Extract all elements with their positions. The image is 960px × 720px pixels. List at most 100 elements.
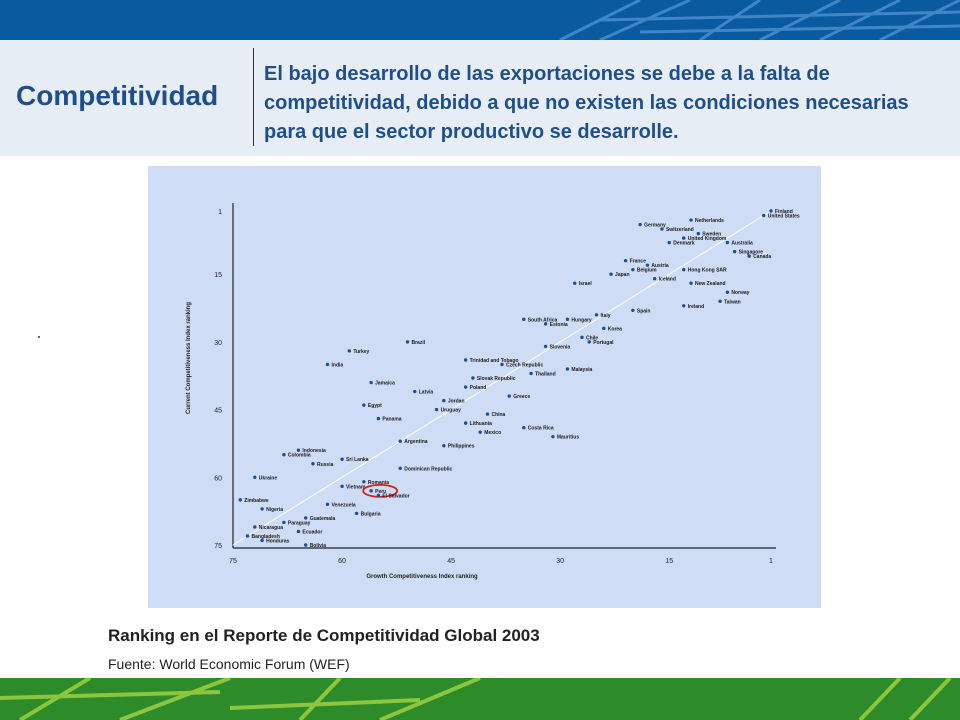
x-tick-label: 60 <box>338 558 346 565</box>
data-label: Philippines <box>448 444 475 450</box>
data-point <box>682 236 686 240</box>
data-point <box>471 376 475 380</box>
data-label: Mauritius <box>557 435 579 441</box>
data-point <box>304 516 308 520</box>
data-point <box>296 448 301 452</box>
data-label: Bolivia <box>310 543 327 549</box>
y-tick-label: 75 <box>214 543 222 550</box>
data-point <box>500 362 504 367</box>
data-label: Canada <box>753 254 771 260</box>
data-label: Panama <box>382 417 401 423</box>
data-label: Chile <box>586 335 598 341</box>
data-label: Malaysia <box>571 367 592 373</box>
data-point <box>696 231 700 236</box>
data-point <box>565 367 570 371</box>
scatter-chart: 75 60 45 30 15 1 1 15 30 45 60 75 Growth Competitive… <box>186 203 800 580</box>
data-point <box>682 304 686 308</box>
data-point <box>602 326 606 331</box>
data-point <box>347 349 352 353</box>
data-point <box>413 389 417 394</box>
data-point <box>689 218 693 222</box>
data-label: Italy <box>601 313 611 319</box>
data-label: Slovenia <box>550 344 571 350</box>
data-point <box>260 538 264 543</box>
data-point <box>463 385 468 389</box>
data-label: Japan <box>615 272 629 278</box>
data-point <box>398 466 402 470</box>
data-point <box>260 507 264 511</box>
chart-caption: Ranking en el Reporte de Competitividad … <box>108 626 540 645</box>
data-label: Greece <box>513 394 530 400</box>
data-label: Hong Kong SAR <box>688 268 727 274</box>
data-point <box>442 398 446 403</box>
data-point <box>463 421 468 425</box>
data-point <box>507 394 511 398</box>
data-point <box>354 511 359 516</box>
data-label: Austria <box>651 263 668 269</box>
data-label: Uruguay <box>441 408 462 414</box>
y-tick-label: 45 <box>214 408 222 415</box>
bottom-band-graphic <box>0 678 952 720</box>
data-label: Spain <box>637 308 651 314</box>
data-label: Portugal <box>593 340 614 346</box>
data-label: Trinidad and Tobago <box>470 358 519 364</box>
data-point <box>376 493 381 498</box>
data-label: Sri Lanka <box>346 457 369 463</box>
data-label: Ukraine <box>259 475 278 481</box>
data-point <box>587 340 591 344</box>
data-point <box>434 407 439 412</box>
data-label: United Kingdom <box>688 236 727 242</box>
data-label: Korea <box>608 326 622 332</box>
data-label: Costa Rica <box>528 426 554 432</box>
data-label: Paraguay <box>288 520 311 526</box>
data-label: Israel <box>579 281 593 287</box>
data-point <box>667 240 671 245</box>
data-label: Denmark <box>673 241 695 247</box>
data-label: France <box>630 259 647 265</box>
data-point <box>369 489 373 493</box>
data-point <box>631 308 635 312</box>
data-label: Colombia <box>288 453 311 459</box>
data-point <box>660 227 664 231</box>
data-point <box>551 434 555 439</box>
data-label: Belgium <box>637 268 657 274</box>
data-label: Finland <box>775 209 793 215</box>
data-point <box>238 498 242 502</box>
section-title: Competitividad <box>16 80 219 111</box>
data-point <box>645 263 650 267</box>
data-label: Russia <box>317 462 334 468</box>
y-axis-label: Current Competitiveness Index ranking <box>186 302 192 414</box>
data-point <box>623 258 628 263</box>
data-label: China <box>491 412 505 418</box>
data-point <box>304 543 308 547</box>
data-point <box>340 484 344 489</box>
data-label: India <box>332 362 344 368</box>
data-label: Jamaica <box>375 381 395 387</box>
data-point <box>522 425 526 430</box>
data-label: Norway <box>731 290 749 296</box>
data-label: Zimbabwe <box>244 498 269 504</box>
data-label: Indonesia <box>302 448 326 454</box>
data-point <box>652 277 657 281</box>
highlight-ring <box>362 483 399 498</box>
data-point <box>245 534 250 538</box>
x-tick-label: 45 <box>447 558 455 565</box>
data-label: Slovak Republic <box>477 376 516 382</box>
data-label: South Africa <box>528 317 558 323</box>
data-point <box>631 267 635 272</box>
data-label: Egypt <box>368 403 382 409</box>
stray-dot <box>38 336 40 338</box>
data-point <box>398 439 402 443</box>
data-point <box>689 281 693 285</box>
x-tick-label: 75 <box>229 558 237 565</box>
data-label: Switzerland <box>666 227 694 233</box>
data-point <box>769 209 773 213</box>
y-tick-label: 60 <box>214 475 222 482</box>
data-point <box>362 480 366 484</box>
data-point <box>282 453 286 457</box>
y-tick-label: 30 <box>214 340 222 347</box>
data-label: Poland <box>470 385 487 391</box>
data-point <box>369 380 373 385</box>
data-label: Ireland <box>688 304 704 310</box>
data-label: Australia <box>731 241 753 247</box>
